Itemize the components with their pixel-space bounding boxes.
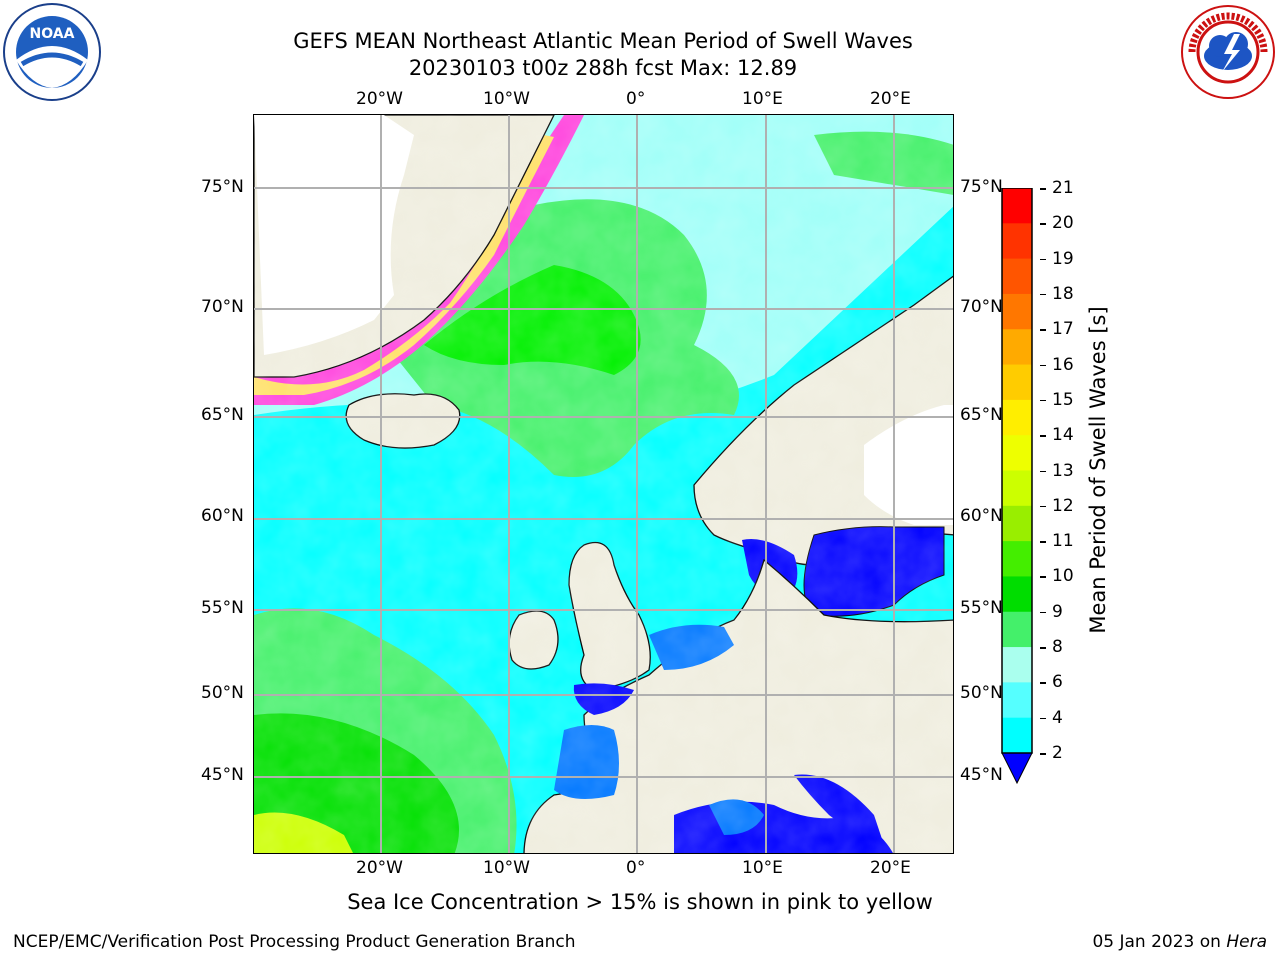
nws-logo (1180, 4, 1276, 100)
colorbar-tick-label: 15 (1052, 389, 1074, 410)
lat-label-left: 50°N (201, 683, 244, 703)
sea-ice-note: Sea Ice Concentration > 15% is shown in … (347, 890, 933, 914)
lon-label-top: 20°E (870, 89, 911, 109)
footer-date-text: 05 Jan 2023 on (1092, 932, 1227, 952)
colorbar-tick-mark (1040, 293, 1046, 296)
lat-label-left: 70°N (201, 297, 244, 317)
noaa-logo-text: NOAA (30, 26, 75, 42)
footer-host: Hera (1226, 932, 1267, 952)
field-texture (254, 115, 953, 853)
colorbar-tick-mark (1040, 576, 1046, 578)
colorbar-tick-label: 21 (1052, 178, 1074, 198)
graticule (254, 115, 953, 853)
colorbar-extend-arrow (1001, 752, 1033, 785)
lat-label-left: 60°N (201, 506, 244, 526)
colorbar-tick-label: 17 (1052, 319, 1074, 340)
colorbar-title: Mean Period of Swell Waves [s] (1086, 306, 1110, 634)
colorbar-band (1002, 364, 1032, 401)
lon-label-bottom: 20°W (356, 858, 403, 878)
map-panel (253, 114, 954, 854)
colorbar-tick-mark (1040, 541, 1046, 543)
colorbar-band (1002, 258, 1032, 295)
colorbar-svg (1001, 187, 1033, 785)
colorbar-band (1002, 293, 1032, 330)
colorbar-tick-label: 4 (1052, 707, 1063, 728)
colorbar-tick-mark (1040, 223, 1046, 225)
colorbar-tick-mark (1040, 329, 1046, 331)
colorbar-tick-label: 10 (1052, 566, 1074, 587)
footer-date: 05 Jan 2023 on Hera (1092, 932, 1267, 952)
lon-label-bottom: 0° (626, 858, 646, 878)
lon-label-bottom: 10°W (483, 858, 530, 878)
colorbar-band (1002, 647, 1032, 683)
colorbar-tick-mark (1040, 505, 1046, 508)
colorbar-tick-mark (1040, 753, 1046, 755)
colorbar-tick-label: 16 (1052, 354, 1074, 375)
colorbar-tick-mark (1040, 717, 1046, 720)
colorbar-band (1002, 329, 1032, 366)
colorbar-tick-label: 18 (1052, 283, 1074, 304)
footer-credit: NCEP/EMC/Verification Post Processing Pr… (13, 932, 576, 952)
colorbar-band (1002, 470, 1032, 507)
lon-label-bottom: 10°E (742, 858, 783, 878)
lat-label-left: 45°N (201, 765, 244, 785)
lat-label-left: 55°N (201, 598, 244, 618)
colorbar-frame (1001, 187, 1033, 754)
colorbar-ticks: 21 20 19 18 17 16 15 14 13 12 11 10 9 8 6 4 2 (1040, 178, 1080, 778)
noaa-logo: NOAA (2, 2, 102, 102)
plot-title-line1: GEFS MEAN Northeast Atlantic Mean Period… (293, 29, 913, 53)
colorbar-tick-mark (1040, 364, 1046, 367)
colorbar-band (1002, 435, 1032, 471)
colorbar-tick-label: 14 (1052, 425, 1074, 446)
lat-label-left: 75°N (201, 177, 244, 197)
colorbar-tick-label: 19 (1052, 248, 1074, 269)
lat-label-right: 45°N (960, 765, 1003, 785)
colorbar-tick-label: 9 (1052, 601, 1063, 622)
colorbar-band (1002, 188, 1032, 224)
colorbar-tick-mark (1040, 188, 1046, 190)
colorbar-band (1002, 717, 1032, 754)
lat-label-right: 50°N (960, 683, 1003, 703)
lat-label-right: 55°N (960, 598, 1003, 618)
lat-label-right: 65°N (960, 405, 1003, 425)
colorbar-tick-label: 20 (1052, 213, 1074, 234)
colorbar-band (1002, 682, 1032, 719)
lon-label-top: 10°W (483, 89, 530, 109)
colorbar-band (1002, 611, 1032, 648)
colorbar-band (1002, 505, 1032, 542)
lat-label-right: 75°N (960, 177, 1003, 197)
colorbar-tick-mark (1040, 258, 1046, 261)
plot-title-line2: 20230103 t00z 288h fcst Max: 12.89 (408, 56, 798, 80)
lon-label-top: 10°E (742, 89, 783, 109)
lon-label-top: 20°W (356, 89, 403, 109)
lat-label-right: 60°N (960, 506, 1003, 526)
colorbar-tick-mark (1040, 647, 1046, 649)
colorbar-tick-mark (1040, 470, 1046, 472)
colorbar-tick-label: 12 (1052, 495, 1074, 516)
colorbar-tick-label: 8 (1052, 637, 1063, 658)
colorbar-tick-mark (1040, 435, 1046, 437)
map-svg (254, 115, 953, 853)
colorbar-band (1002, 576, 1032, 613)
colorbar-band (1002, 399, 1032, 436)
lat-label-right: 70°N (960, 297, 1003, 317)
colorbar-tick-label: 13 (1052, 460, 1074, 481)
colorbar-tick-label: 2 (1052, 743, 1063, 763)
lat-label-left: 65°N (201, 405, 244, 425)
colorbar-tick-label: 6 (1052, 672, 1063, 693)
lon-label-top: 0° (626, 89, 646, 109)
colorbar (1001, 187, 1033, 785)
lon-label-bottom: 20°E (870, 858, 911, 878)
colorbar-tick-label: 11 (1052, 531, 1074, 552)
colorbar-tick-mark (1040, 399, 1046, 402)
colorbar-tick-mark (1040, 611, 1046, 614)
colorbar-band (1002, 541, 1032, 577)
colorbar-tick-mark (1040, 682, 1046, 684)
colorbar-band (1002, 223, 1032, 260)
